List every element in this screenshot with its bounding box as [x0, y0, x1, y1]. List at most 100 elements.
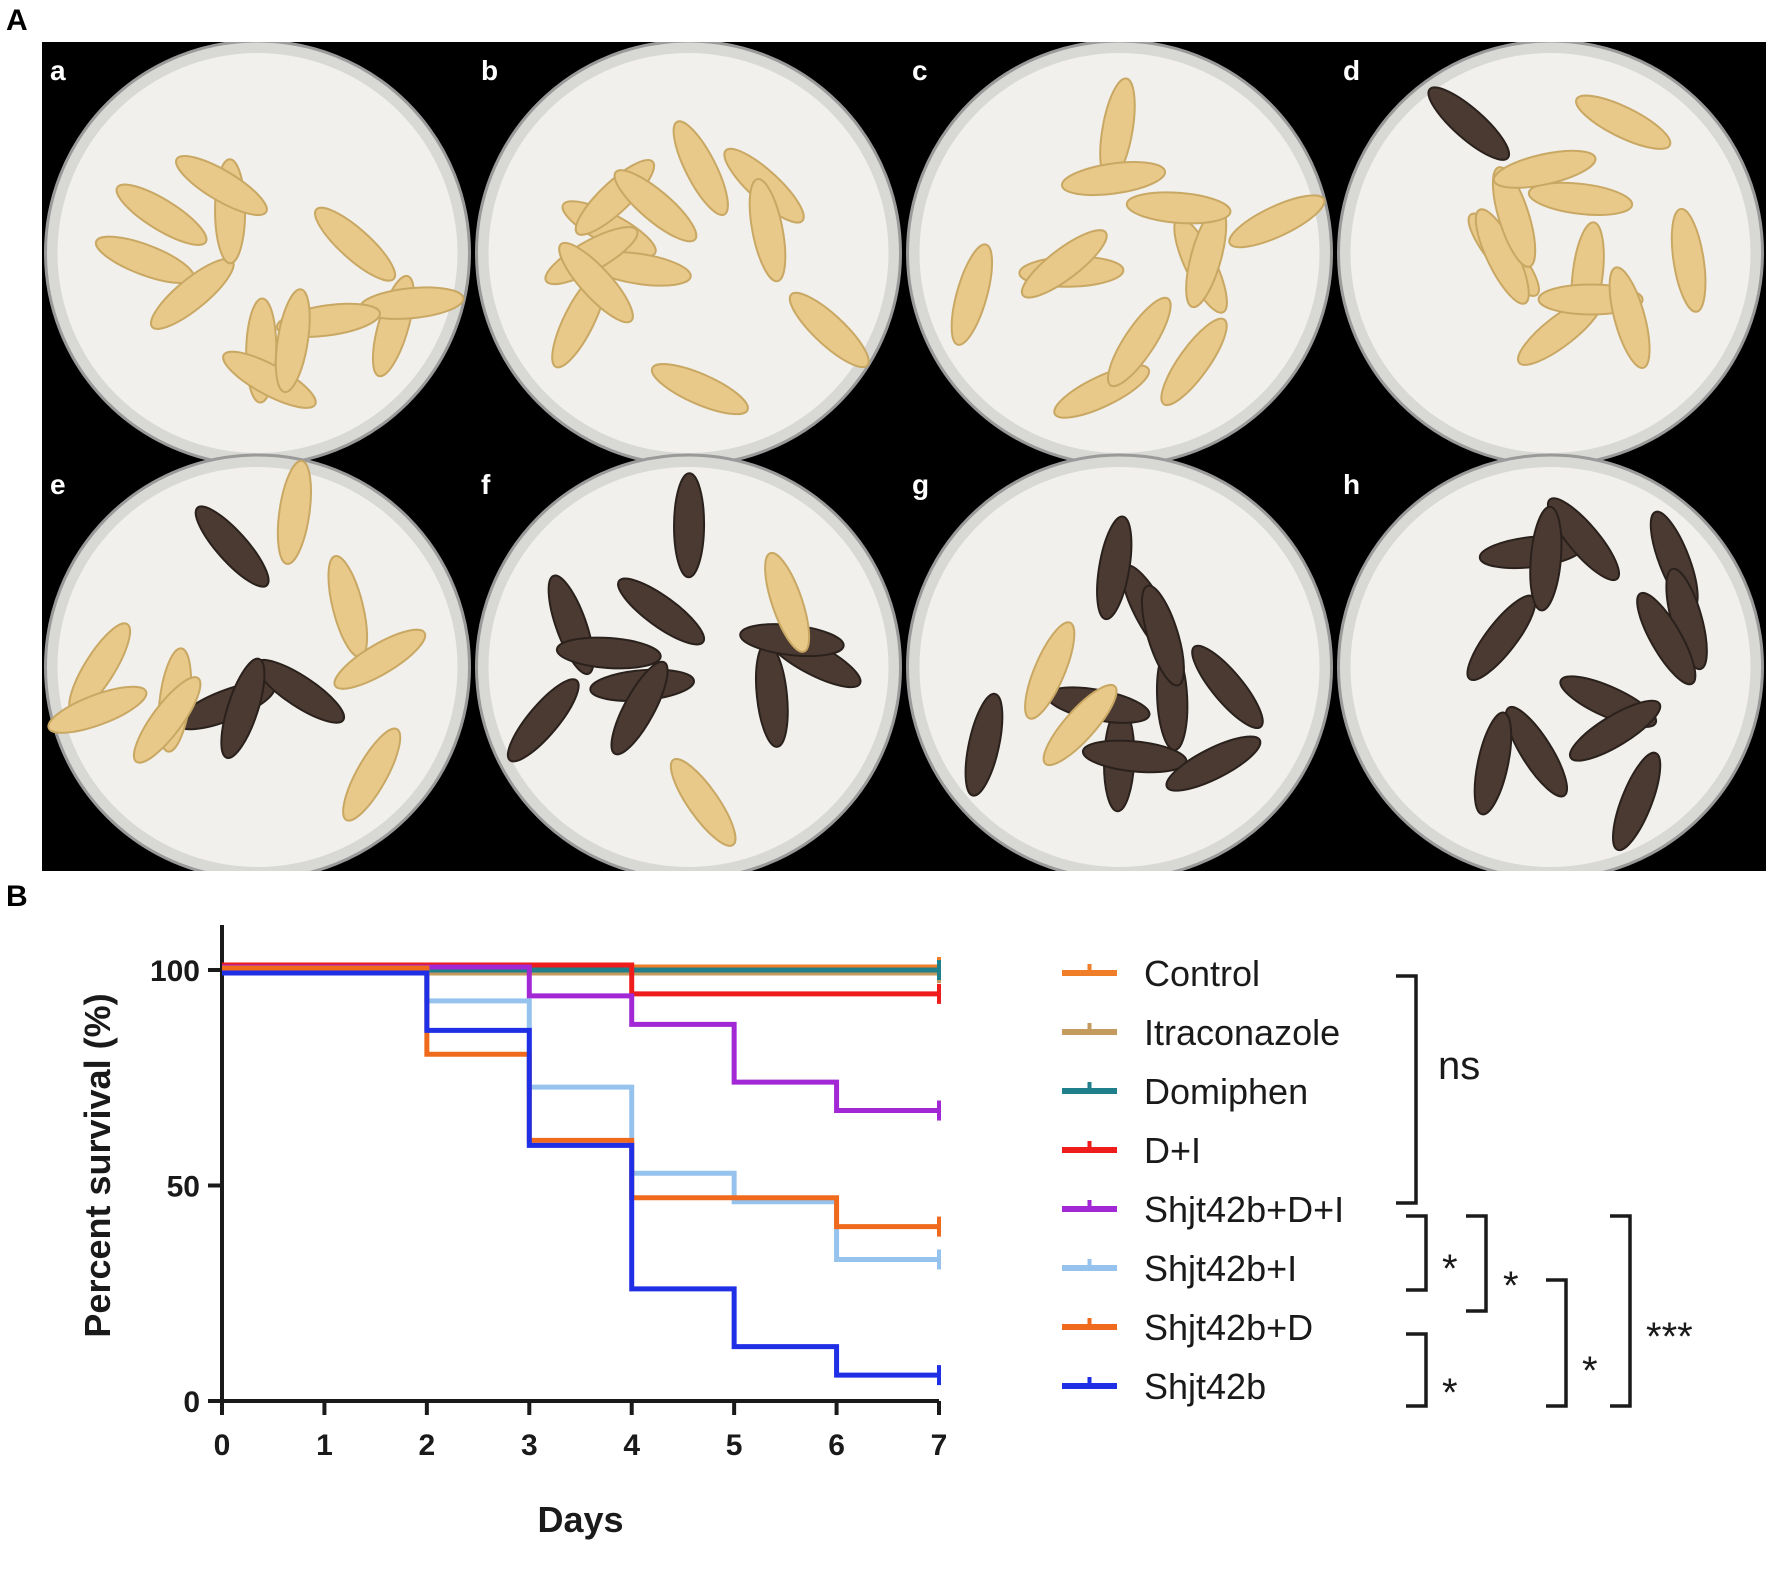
x-tick-label: 3: [521, 1429, 538, 1462]
melanized-larva: [1504, 705, 1568, 798]
melanized-larva: [673, 472, 706, 579]
bracket-line: [1396, 974, 1418, 1205]
significance-label: *: [1582, 1349, 1598, 1393]
legend-entry: Itraconazole: [1062, 1012, 1340, 1053]
bracket-pair-3: *: [1406, 1332, 1458, 1415]
healthy-larva: [1160, 317, 1228, 407]
legend-entry: Shjt42b: [1062, 1366, 1266, 1407]
series-line-shjt42b-d: [222, 965, 939, 1230]
petri-dish-g: g: [906, 453, 1333, 871]
photo-panel: a b c d e f g h: [42, 42, 1766, 871]
legend-entry: Domiphen: [1062, 1071, 1308, 1112]
healthy-larva: [132, 676, 202, 764]
petri-dish-h: h: [1337, 453, 1764, 871]
healthy-larva: [47, 685, 148, 734]
legend-label: Shjt42b: [1144, 1366, 1266, 1407]
legend-label: Shjt42b+D: [1144, 1307, 1313, 1348]
healthy-larva: [1024, 621, 1076, 720]
melanized-larva: [220, 657, 266, 759]
healthy-larva: [314, 206, 397, 282]
dish-paper: [488, 467, 889, 867]
melanized-larva: [1165, 735, 1262, 792]
melanized-larva: [1473, 711, 1513, 816]
melanized-larva: [1140, 584, 1185, 687]
significance-label: *: [1442, 1247, 1458, 1291]
melanized-larva: [1529, 505, 1563, 612]
significance-label: *: [1442, 1371, 1458, 1415]
legend-entry: Shjt42b+D+I: [1062, 1189, 1344, 1230]
plate-label-f: f: [481, 469, 491, 500]
melanized-larva: [1546, 497, 1620, 582]
legend-label: Control: [1144, 953, 1260, 994]
healthy-larva: [1527, 181, 1634, 216]
healthy-larva: [1575, 94, 1672, 150]
legend-label: Domiphen: [1144, 1071, 1308, 1112]
series-line-shjt42b-i: [222, 969, 939, 1262]
plate-label-d: d: [1343, 55, 1360, 86]
melanized-larva: [1568, 699, 1662, 762]
bracket-pair-1: *: [1406, 1214, 1458, 1292]
plate-label-e: e: [50, 469, 66, 500]
melanized-larva: [610, 660, 669, 756]
melanized-larva: [194, 505, 270, 588]
x-tick-label: 1: [316, 1429, 333, 1462]
healthy-larva: [1020, 229, 1108, 299]
plate-label-a: a: [50, 55, 66, 86]
petri-dish-e: e: [44, 453, 471, 871]
healthy-larva: [672, 120, 729, 216]
bracket-line: [1406, 1214, 1428, 1292]
melanized-larva: [1427, 86, 1511, 161]
y-tick-label: 0: [183, 1386, 200, 1419]
healthy-larva: [175, 155, 268, 217]
panel-label-b: B: [6, 880, 28, 913]
legend-entry: D+I: [1062, 1130, 1201, 1171]
healthy-larva: [558, 241, 634, 324]
melanized-larva: [1636, 591, 1697, 686]
dish-paper: [488, 53, 889, 453]
healthy-larva: [788, 291, 870, 369]
dish-paper: [919, 53, 1320, 453]
bracket-line: [1466, 1214, 1488, 1313]
bracket-line: [1406, 1332, 1428, 1408]
healthy-larva: [764, 551, 811, 653]
melanized-larva: [1191, 644, 1264, 729]
x-tick-label: 2: [419, 1429, 436, 1462]
healthy-larva: [1060, 161, 1167, 197]
healthy-larva: [333, 628, 427, 690]
y-tick-label: 50: [167, 1171, 200, 1204]
melanized-larva: [617, 577, 706, 646]
bracket-line: [1610, 1214, 1632, 1408]
healthy-larva: [650, 363, 749, 416]
legend-label: D+I: [1144, 1130, 1201, 1171]
healthy-larva: [342, 727, 402, 822]
plate-label-h: h: [1343, 469, 1360, 500]
bracket-pair-5: ***: [1610, 1214, 1693, 1408]
series-line-shjt42b-d-i: [222, 964, 939, 1114]
x-tick-label: 0: [214, 1429, 231, 1462]
legend-label: Shjt42b+D+I: [1144, 1189, 1344, 1230]
healthy-larva: [748, 178, 787, 283]
plate-label-g: g: [912, 469, 929, 500]
significance-label: ns: [1438, 1044, 1480, 1088]
y-tick-label: 100: [150, 955, 200, 988]
bracket-pair-4: *: [1546, 1278, 1598, 1408]
plate-label-c: c: [912, 55, 928, 86]
petri-dish-c: c: [906, 42, 1333, 467]
melanized-larva: [1096, 515, 1133, 621]
x-tick-label: 4: [623, 1429, 640, 1462]
y-axis-label: Percent survival (%): [77, 993, 118, 1337]
healthy-larva: [274, 288, 311, 394]
legend-label: Itraconazole: [1144, 1012, 1340, 1053]
healthy-larva: [1107, 296, 1172, 388]
dish-paper: [1350, 53, 1751, 453]
bracket-ns: ns: [1396, 974, 1480, 1205]
bracket-pair-2: *: [1466, 1214, 1519, 1313]
legend-entry: Control: [1062, 953, 1260, 994]
petri-dish-d: d: [1337, 42, 1764, 467]
x-axis-label: Days: [537, 1499, 623, 1540]
melanized-larva: [506, 678, 580, 763]
melanized-larva: [1612, 751, 1662, 852]
dish-paper: [57, 53, 458, 453]
x-tick-label: 7: [931, 1429, 948, 1462]
healthy-larva: [276, 459, 312, 565]
